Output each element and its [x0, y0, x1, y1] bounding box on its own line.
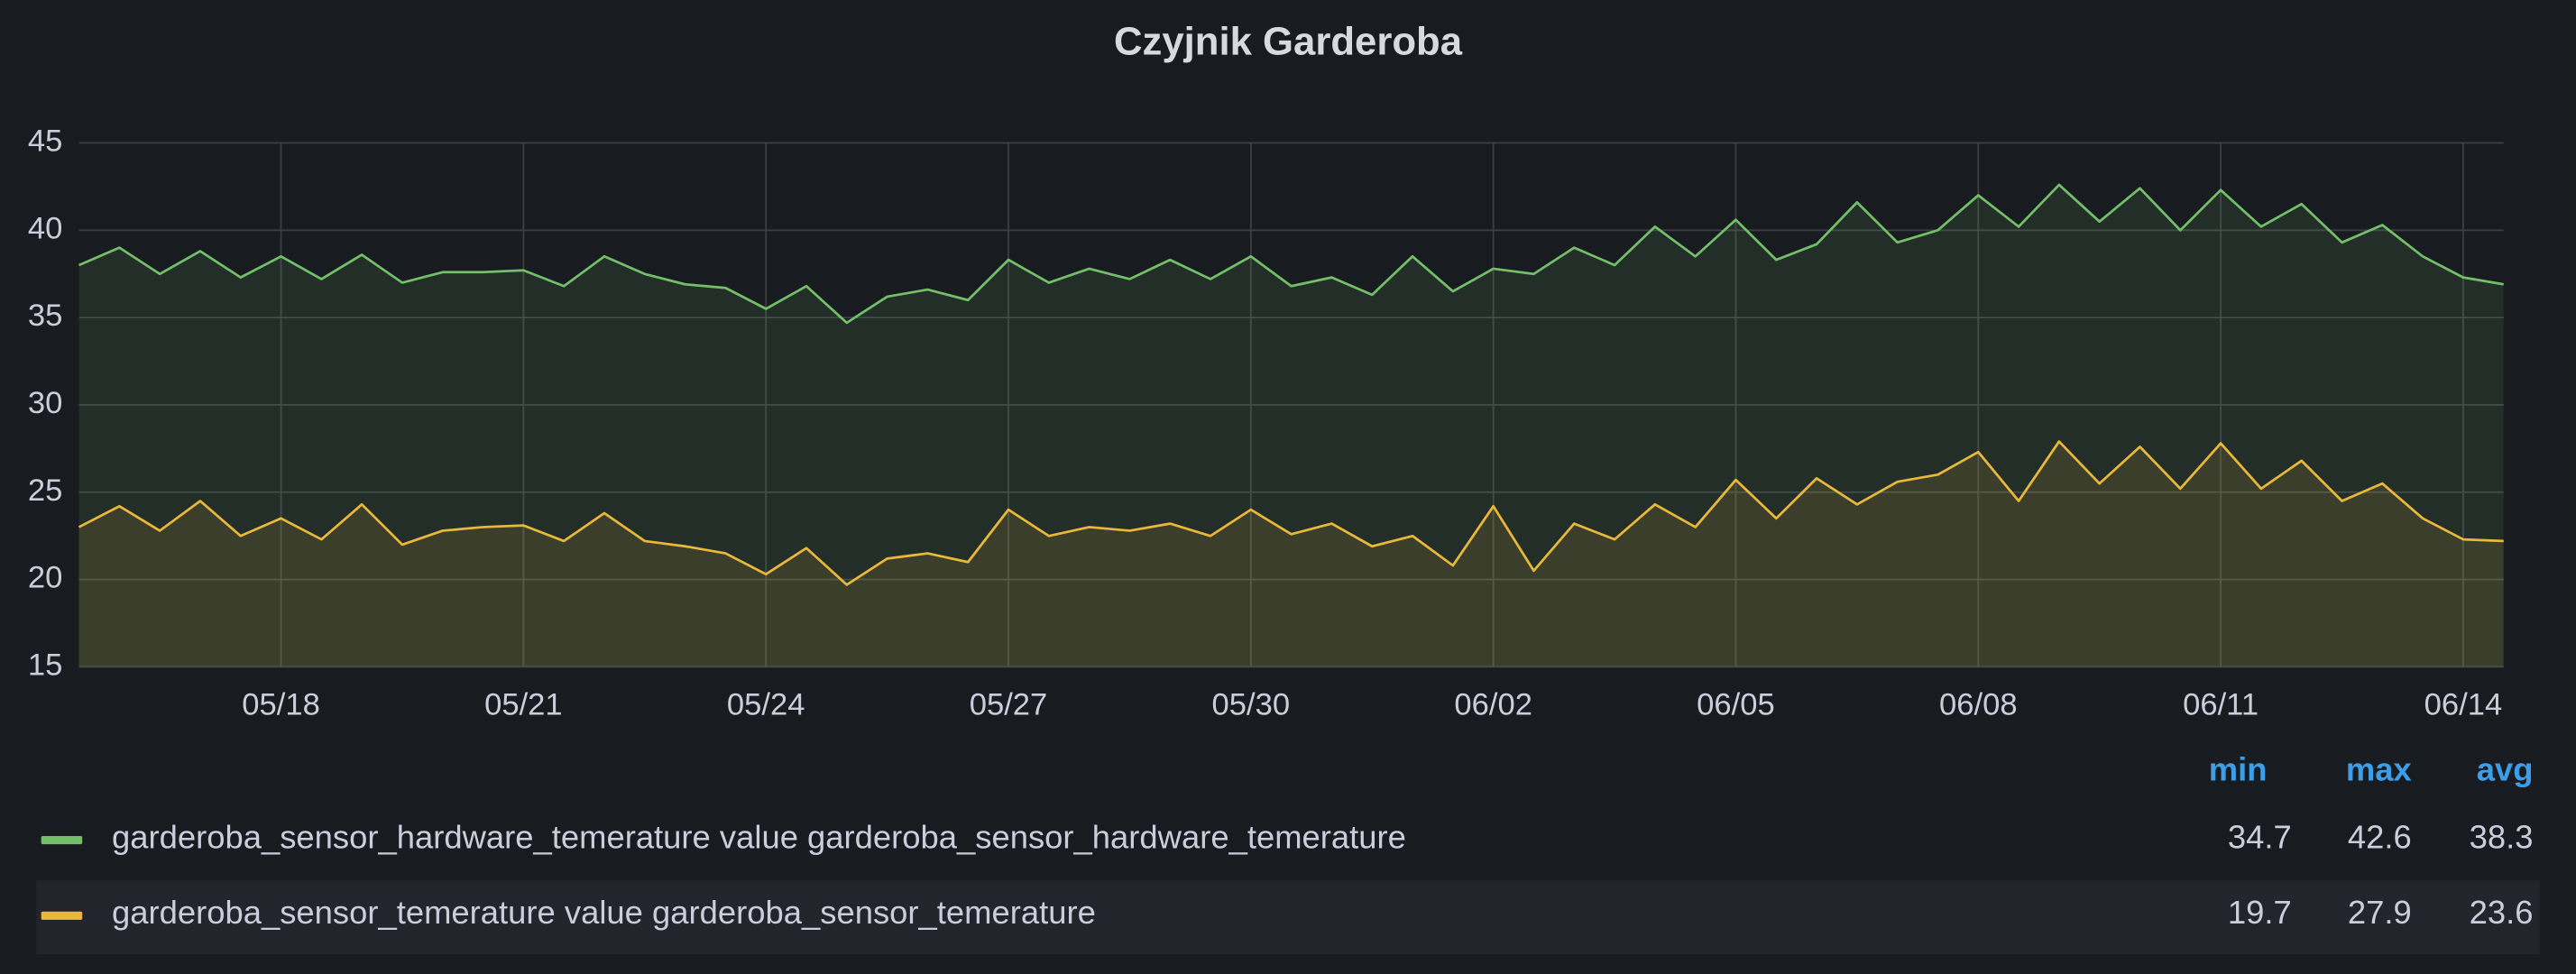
x-tick-label: 06/02 [1454, 687, 1532, 721]
x-tick-label: 05/21 [484, 687, 563, 721]
x-tick-label: 06/08 [1939, 687, 2018, 721]
y-tick-label: 15 [28, 648, 62, 683]
legend-stat: 38.3 [2470, 818, 2534, 855]
legend-stat: 34.7 [2228, 818, 2292, 855]
x-tick-label: 06/05 [1697, 687, 1775, 721]
legend-label: garderoba_sensor_temerature value garder… [112, 894, 1096, 931]
series-line [78, 440, 2504, 586]
y-tick-label: 25 [28, 473, 62, 508]
x-tick-label: 06/11 [2183, 687, 2259, 721]
legend-swatch [41, 911, 83, 920]
series-line [78, 183, 2504, 325]
x-tick-label: 05/30 [1212, 687, 1291, 721]
legend-column-header: min [2209, 751, 2268, 788]
y-tick-label: 30 [28, 386, 62, 420]
y-tick-label: 45 [28, 124, 62, 159]
x-tick-label: 06/14 [2424, 687, 2503, 721]
legend-column-header: avg [2477, 751, 2534, 788]
y-tick-label: 20 [28, 561, 62, 595]
x-tick-label: 05/24 [727, 687, 805, 721]
y-tick-label: 40 [28, 211, 62, 245]
legend-swatch [41, 836, 83, 845]
legend-row-highlight [36, 880, 2540, 955]
legend-label: garderoba_sensor_hardware_temerature val… [112, 818, 1406, 855]
legend-stat: 19.7 [2228, 894, 2292, 931]
x-tick-label: 05/18 [242, 687, 320, 721]
legend-stat: 27.9 [2348, 894, 2412, 931]
legend-column-header: max [2346, 751, 2412, 788]
area-fill [78, 441, 2504, 667]
legend-stat: 42.6 [2348, 818, 2412, 855]
chart-title: Czyjnik Garderoba [1114, 20, 1463, 64]
legend-stat: 23.6 [2470, 894, 2534, 931]
x-tick-label: 05/27 [970, 687, 1048, 721]
y-tick-label: 35 [28, 299, 62, 333]
